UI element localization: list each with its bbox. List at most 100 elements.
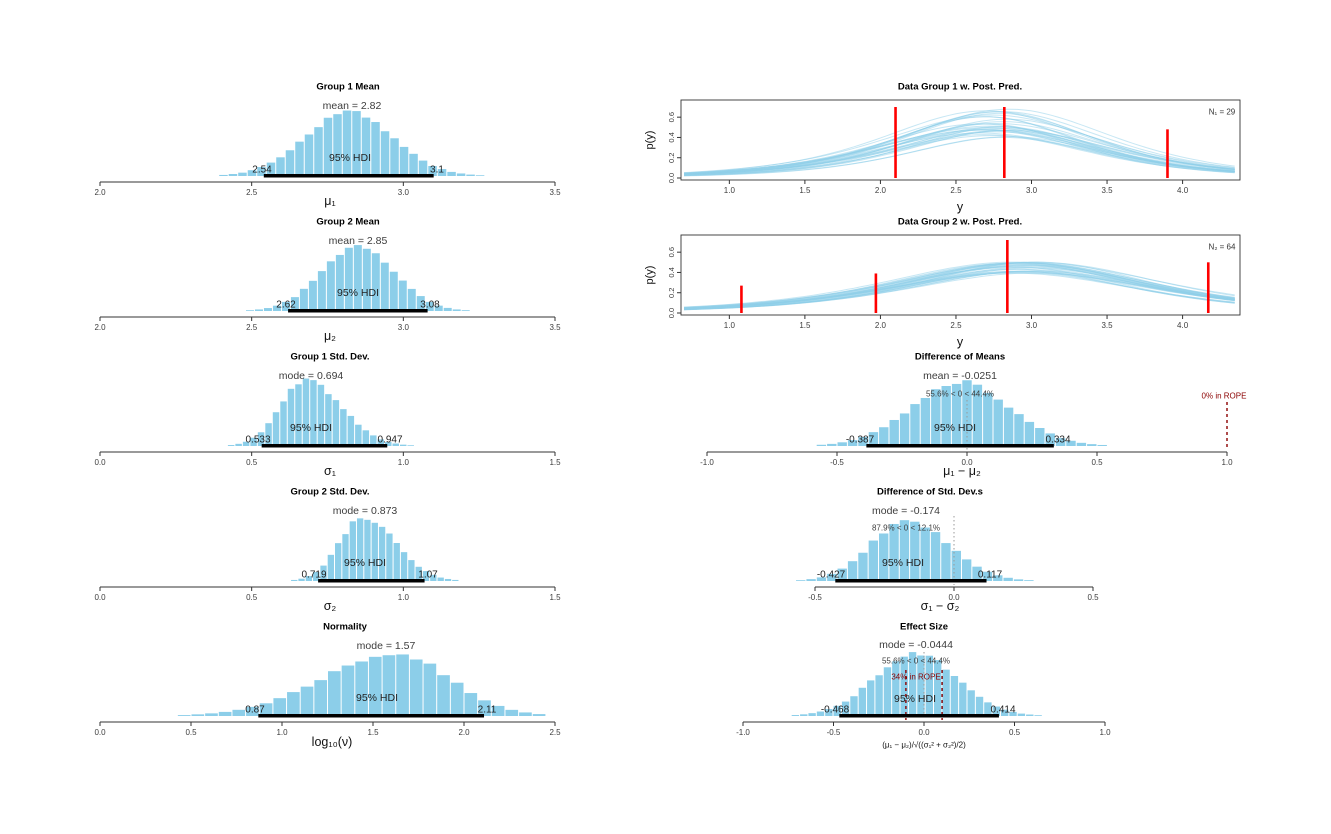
hdi-high-label: 0.334 xyxy=(1045,434,1071,446)
svg-text:1.0: 1.0 xyxy=(398,458,410,467)
svg-text:1.5: 1.5 xyxy=(549,593,561,602)
hdi-label: 95% HDI xyxy=(933,422,977,434)
svg-text:1.0: 1.0 xyxy=(724,186,736,195)
hdi-high-label: 1.07 xyxy=(418,569,438,581)
hdi-high-label: 2.11 xyxy=(477,704,497,716)
y-axis-label: p(y) xyxy=(644,265,656,285)
pct-label: 87.9% < 0 < 12.1% xyxy=(871,523,941,533)
svg-text:-0.5: -0.5 xyxy=(830,458,844,467)
svg-text:2.5: 2.5 xyxy=(950,321,962,330)
svg-text:0.5: 0.5 xyxy=(1091,458,1103,467)
svg-text:2.5: 2.5 xyxy=(950,186,962,195)
y-axis-label: p(y) xyxy=(644,130,656,150)
sample-size-label: N₁ = 29 xyxy=(1208,107,1236,117)
svg-text:0.0: 0.0 xyxy=(667,308,676,318)
hdi-high-label: 3.08 xyxy=(420,299,440,311)
stat-label: mean = -0.0251 xyxy=(923,370,997,382)
svg-text:-1.0: -1.0 xyxy=(736,728,750,737)
svg-text:0.0: 0.0 xyxy=(961,458,973,467)
stat-label: mode = -0.0444 xyxy=(879,639,953,651)
hdi-label: 95% HDI xyxy=(328,152,372,164)
panel-title: Normality xyxy=(323,621,367,633)
stat-label: mean = 2.82 xyxy=(322,100,382,112)
panel-title: Difference of Means xyxy=(914,351,1006,363)
rope-label: 0% in ROPE xyxy=(1201,391,1247,401)
svg-text:0.6: 0.6 xyxy=(667,112,676,122)
panel-title: Group 1 Mean xyxy=(316,81,380,93)
stat-label: mode = -0.174 xyxy=(871,505,941,517)
x-axis-label: log₁₀(ν) xyxy=(311,735,353,749)
svg-text:0.2: 0.2 xyxy=(667,288,676,298)
svg-text:3.0: 3.0 xyxy=(398,188,410,197)
stat-label: mean = 2.85 xyxy=(328,235,388,247)
svg-text:-0.5: -0.5 xyxy=(808,593,822,602)
hdi-label: 95% HDI xyxy=(289,422,333,434)
panel-title: Effect Size xyxy=(899,621,949,633)
hdi-low-label: 0.87 xyxy=(245,704,265,716)
x-axis-label: σ₁ − σ₂ xyxy=(920,599,960,613)
svg-text:3.5: 3.5 xyxy=(549,188,561,197)
svg-text:0.5: 0.5 xyxy=(246,593,258,602)
svg-text:1.5: 1.5 xyxy=(799,321,811,330)
hdi-high-label: 3.1 xyxy=(430,164,444,176)
svg-text:3.5: 3.5 xyxy=(1101,321,1113,330)
svg-text:4.0: 4.0 xyxy=(1177,186,1189,195)
hdi-high-label: 0.117 xyxy=(977,569,1003,581)
stat-label: mode = 0.694 xyxy=(278,370,344,382)
panel-title: Group 2 Std. Dev. xyxy=(290,486,370,498)
panel-title: Data Group 2 w. Post. Pred. xyxy=(897,216,1023,228)
svg-text:2.0: 2.0 xyxy=(94,188,106,197)
hdi-label: 95% HDI xyxy=(893,693,937,705)
svg-text:1.5: 1.5 xyxy=(799,186,811,195)
hdi-high-label: 0.947 xyxy=(377,434,403,446)
hdi-low-label: -0.427 xyxy=(816,569,846,581)
stat-label: mode = 0.873 xyxy=(332,505,398,517)
pct-label: 55.6% < 0 < 44.4% xyxy=(925,389,995,399)
svg-text:2.0: 2.0 xyxy=(875,186,887,195)
svg-text:0.2: 0.2 xyxy=(667,153,676,163)
hdi-low-label: 0.719 xyxy=(301,569,327,581)
svg-text:0.5: 0.5 xyxy=(246,458,258,467)
svg-text:0.0: 0.0 xyxy=(94,593,106,602)
hdi-low-label: -0.387 xyxy=(845,434,875,446)
svg-text:0.0: 0.0 xyxy=(918,728,930,737)
svg-text:0.5: 0.5 xyxy=(1087,593,1099,602)
svg-text:1.0: 1.0 xyxy=(1099,728,1111,737)
svg-text:2.5: 2.5 xyxy=(246,323,258,332)
x-axis-label: y xyxy=(956,335,964,349)
svg-text:2.5: 2.5 xyxy=(246,188,258,197)
x-axis-label: μ₁ xyxy=(324,194,336,208)
svg-text:0.0: 0.0 xyxy=(94,458,106,467)
x-axis-label: μ₂ xyxy=(323,329,337,343)
hdi-low-label: 2.62 xyxy=(276,299,296,311)
hdi-low-label: 0.533 xyxy=(245,434,271,446)
panel-title: Group 1 Std. Dev. xyxy=(290,351,370,363)
svg-text:0.4: 0.4 xyxy=(667,132,676,142)
panel-title: Difference of Std. Dev.s xyxy=(877,486,983,498)
svg-text:1.0: 1.0 xyxy=(724,321,736,330)
hdi-low-label: 2.54 xyxy=(252,164,272,176)
svg-text:0.5: 0.5 xyxy=(1009,728,1021,737)
stat-label: mode = 1.57 xyxy=(356,640,416,652)
sample-size-label: N₂ = 64 xyxy=(1208,242,1236,252)
svg-text:0.4: 0.4 xyxy=(667,267,676,277)
svg-text:2.0: 2.0 xyxy=(94,323,106,332)
svg-text:2.5: 2.5 xyxy=(549,728,561,737)
hdi-label: 95% HDI xyxy=(881,557,925,569)
svg-text:-0.5: -0.5 xyxy=(827,728,841,737)
rope-label: 34% in ROPE xyxy=(891,672,941,682)
panel-title: Data Group 1 w. Post. Pred. xyxy=(897,81,1023,93)
svg-text:3.0: 3.0 xyxy=(1026,186,1038,195)
svg-text:1.0: 1.0 xyxy=(276,728,288,737)
svg-text:0.0: 0.0 xyxy=(948,593,960,602)
svg-text:3.5: 3.5 xyxy=(1101,186,1113,195)
svg-text:0.6: 0.6 xyxy=(667,247,676,257)
svg-text:3.0: 3.0 xyxy=(398,323,410,332)
svg-text:4.0: 4.0 xyxy=(1177,321,1189,330)
x-axis-label: σ₁ xyxy=(324,464,336,478)
svg-text:2.0: 2.0 xyxy=(458,728,470,737)
svg-text:1.5: 1.5 xyxy=(549,458,561,467)
x-axis-label: y xyxy=(956,200,964,214)
